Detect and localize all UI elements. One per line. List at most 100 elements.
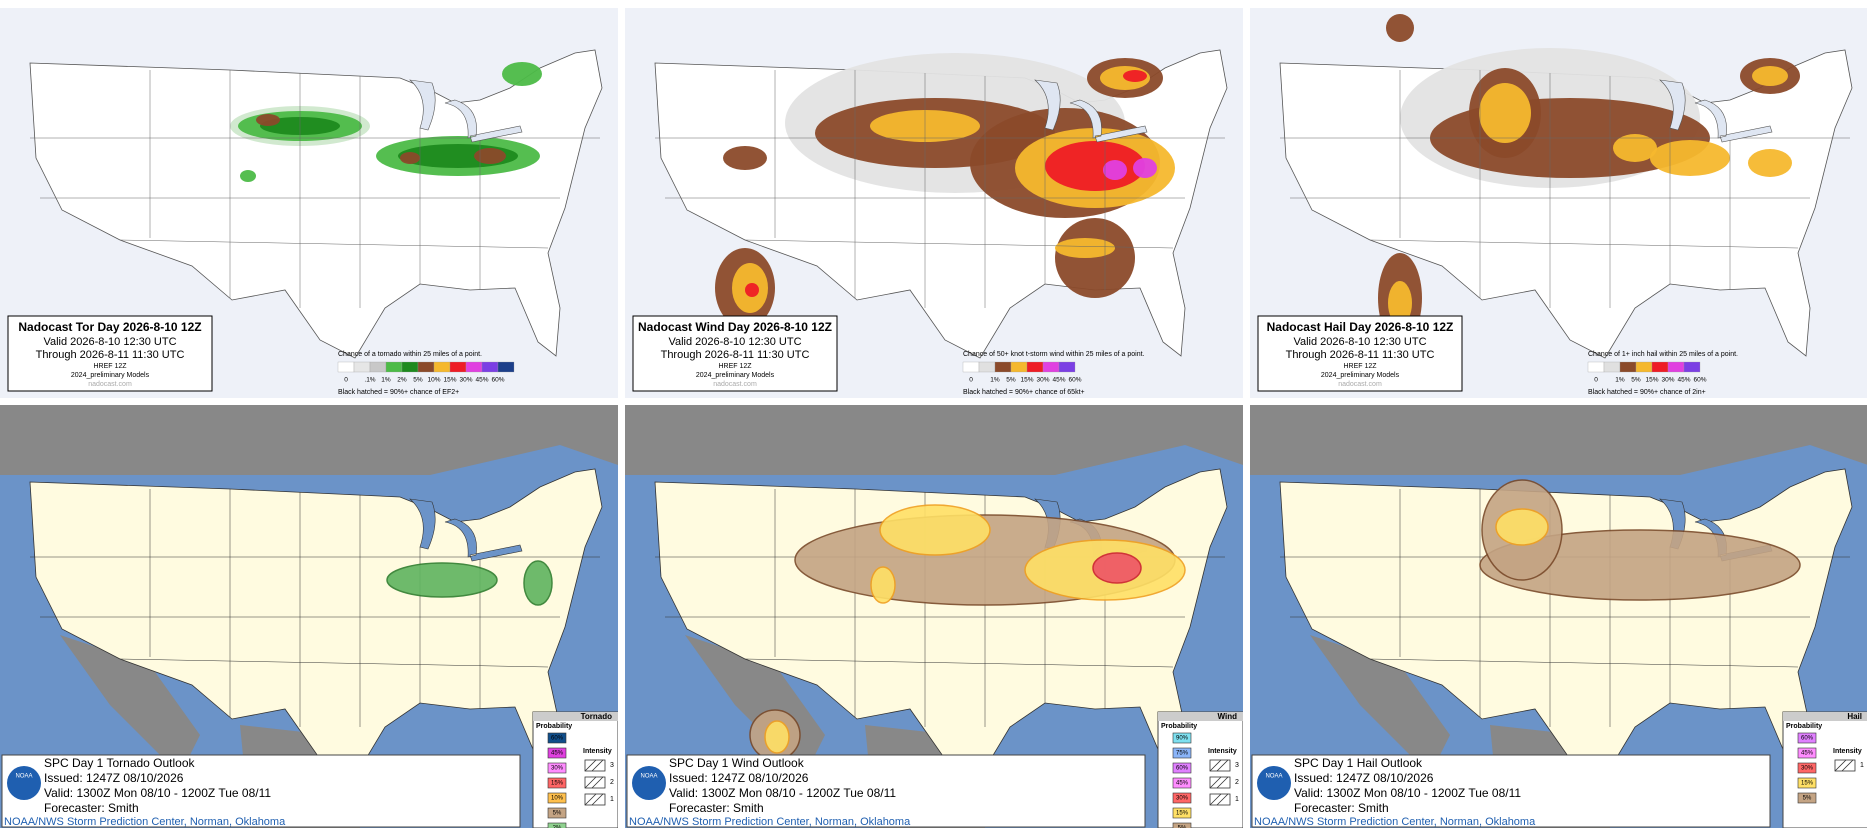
intensity-label: Intensity xyxy=(583,748,612,755)
forecast-area xyxy=(400,152,420,164)
site-name: nadocast.com xyxy=(1338,381,1382,388)
prob-label: 45% xyxy=(1801,751,1814,757)
forecast-area xyxy=(1055,218,1135,298)
probability-label: Probability xyxy=(1786,723,1822,730)
site-name: nadocast.com xyxy=(713,381,757,388)
valid-time: Valid 2026-8-10 12:30 UTC xyxy=(43,336,176,348)
legend-swatch xyxy=(465,361,483,373)
legend-label: 10% xyxy=(427,377,440,384)
forecast-area xyxy=(1123,70,1147,82)
intensity-level: 1 xyxy=(1860,762,1864,769)
through-time: Through 2026-8-11 11:30 UTC xyxy=(661,349,810,361)
intensity-swatch xyxy=(584,759,606,772)
hatch-note: Black hatched = 90%+ chance of EF2+ xyxy=(338,389,459,396)
intensity-level: 1 xyxy=(1235,796,1239,803)
prob-swatch xyxy=(1797,732,1817,744)
lakes xyxy=(1034,79,1148,143)
prob-swatch xyxy=(1797,762,1817,774)
legend-swatch xyxy=(962,361,980,373)
intensity-swatch xyxy=(1834,759,1856,772)
forecast-area xyxy=(1479,83,1531,143)
logo-text: NOAA xyxy=(15,774,32,780)
logo-text: NOAA xyxy=(640,774,657,780)
legend-label: 0 xyxy=(1594,377,1598,384)
legend-label: 30% xyxy=(1661,377,1674,384)
logo-text: NOAA xyxy=(1265,774,1282,780)
nadocast-map: Nadocast Wind Day 2026-8-10 12Z Valid 202… xyxy=(625,8,1243,398)
info-box xyxy=(1,754,521,828)
hatch-note: Black hatched = 90%+ chance of 65kt+ xyxy=(963,389,1085,396)
legend-swatch xyxy=(1651,361,1669,373)
hatch xyxy=(584,793,604,806)
legend-swatch xyxy=(1619,361,1637,373)
prob-swatch xyxy=(547,822,567,828)
probability-label: Probability xyxy=(1161,723,1197,730)
valid-time: Valid: 1300Z Mon 08/10 - 1200Z Tue 08/11 xyxy=(669,786,896,800)
model-name: HREF 12Z xyxy=(1343,363,1377,370)
forecast-area xyxy=(1748,149,1792,177)
models-note: 2024_preliminary Models xyxy=(1321,372,1400,379)
info-box xyxy=(626,754,1146,828)
legend-swatch xyxy=(1635,361,1653,373)
prob-label: 45% xyxy=(551,751,564,757)
forecast-area xyxy=(474,148,506,164)
valid-time: Valid 2026-8-10 12:30 UTC xyxy=(1293,336,1426,348)
forecast-area xyxy=(1103,160,1127,180)
intensity-swatch xyxy=(1209,793,1231,806)
prob-swatch xyxy=(1172,747,1192,759)
prob-label: 30% xyxy=(551,766,564,772)
legend-swatch xyxy=(417,361,435,373)
legend-label: 0 xyxy=(344,377,348,384)
legend-label: 45% xyxy=(1052,377,1065,384)
forecast-area xyxy=(502,62,542,86)
title-box xyxy=(1257,315,1463,392)
site-name: nadocast.com xyxy=(88,381,132,388)
legend-label: 60% xyxy=(491,377,504,384)
prob-swatch xyxy=(1172,822,1192,828)
forecaster: Forecaster: Smith xyxy=(1294,801,1389,815)
noaa-logo xyxy=(1257,766,1291,800)
forecaster: Forecaster: Smith xyxy=(44,801,139,815)
prob-label: 90% xyxy=(1176,736,1189,742)
legend-swatch xyxy=(1026,361,1044,373)
legend-label: 5% xyxy=(1006,377,1016,384)
legend-swatch xyxy=(353,361,371,373)
prob-label: 60% xyxy=(551,736,564,742)
neighbor-land xyxy=(0,405,618,828)
hatch-note: Black hatched = 90%+ chance of 2in+ xyxy=(1588,389,1706,396)
forecast-area xyxy=(1055,238,1115,258)
footer-credit: NOAA/NWS Storm Prediction Center, Norman… xyxy=(1254,816,1536,828)
forecast-area xyxy=(723,146,767,170)
legend-label: 30% xyxy=(459,377,472,384)
outlook-area xyxy=(1092,552,1142,584)
models-note: 2024_preliminary Models xyxy=(696,372,775,379)
prob-swatch xyxy=(1797,747,1817,759)
intensity-level: 2 xyxy=(1235,779,1239,786)
legend-swatch xyxy=(481,361,499,373)
prob-swatch xyxy=(547,807,567,819)
title-box xyxy=(632,315,838,392)
prob-label: 30% xyxy=(1801,766,1814,772)
prob-label: 60% xyxy=(1176,766,1189,772)
prob-label: 45% xyxy=(1176,781,1189,787)
panel-title: Nadocast Hail Day 2026-8-10 12Z xyxy=(1267,320,1454,334)
legend-swatch xyxy=(994,361,1012,373)
state-borders xyxy=(30,489,600,727)
nadocast-map: Nadocast Tor Day 2026-8-10 12Z Valid 2026… xyxy=(0,8,618,398)
forecast-area xyxy=(1650,140,1730,176)
state-borders xyxy=(1280,70,1850,308)
legend-swatch xyxy=(1058,361,1076,373)
intensity-level: 2 xyxy=(610,779,614,786)
noaa-logo xyxy=(632,766,666,800)
valid-time: Valid 2026-8-10 12:30 UTC xyxy=(668,336,801,348)
legend-title: Chance of a tornado within 25 miles of a… xyxy=(338,351,482,358)
legend-label: 30% xyxy=(1036,377,1049,384)
legend-swatch xyxy=(497,361,515,373)
nadocast-map: Nadocast Hail Day 2026-8-10 12Z Valid 202… xyxy=(1250,8,1867,398)
valid-time: Valid: 1300Z Mon 08/10 - 1200Z Tue 08/11 xyxy=(44,786,271,800)
legend-label: 60% xyxy=(1068,377,1081,384)
prob-label: 30% xyxy=(1176,796,1189,802)
hatch xyxy=(1209,793,1229,806)
